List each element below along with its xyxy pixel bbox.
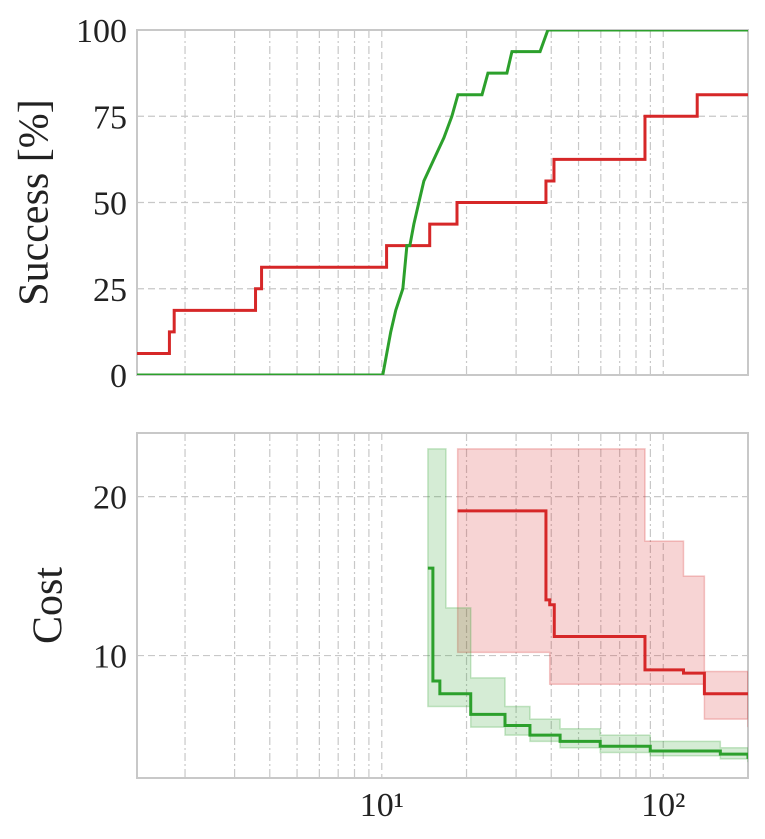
y-tick-label: 20: [93, 480, 127, 517]
band: [456, 448, 748, 728]
y-tick-label: 0: [110, 358, 127, 395]
y-tick-label: 100: [76, 13, 127, 50]
band: [427, 448, 748, 763]
y-tick-label: 75: [93, 99, 127, 136]
series-line: [137, 30, 748, 375]
series-line: [137, 93, 748, 355]
y-tick-label: 10: [93, 639, 127, 676]
frame: [136, 432, 749, 779]
y-axis-label: Cost: [26, 567, 72, 644]
panel: 10¹ 10² 10 20 Cost: [26, 432, 749, 824]
panel: 0 25 50 75 100 Success [%]: [12, 13, 749, 395]
series-line: [457, 509, 748, 696]
series-line: [427, 566, 748, 759]
y-tick-label: 50: [93, 186, 127, 223]
frame: [136, 29, 749, 376]
y-tick-label: 25: [93, 272, 127, 309]
y-axis-label: Success [%]: [12, 99, 58, 305]
x-tick-label: 10²: [641, 787, 685, 824]
x-tick-label: 10¹: [360, 787, 404, 824]
